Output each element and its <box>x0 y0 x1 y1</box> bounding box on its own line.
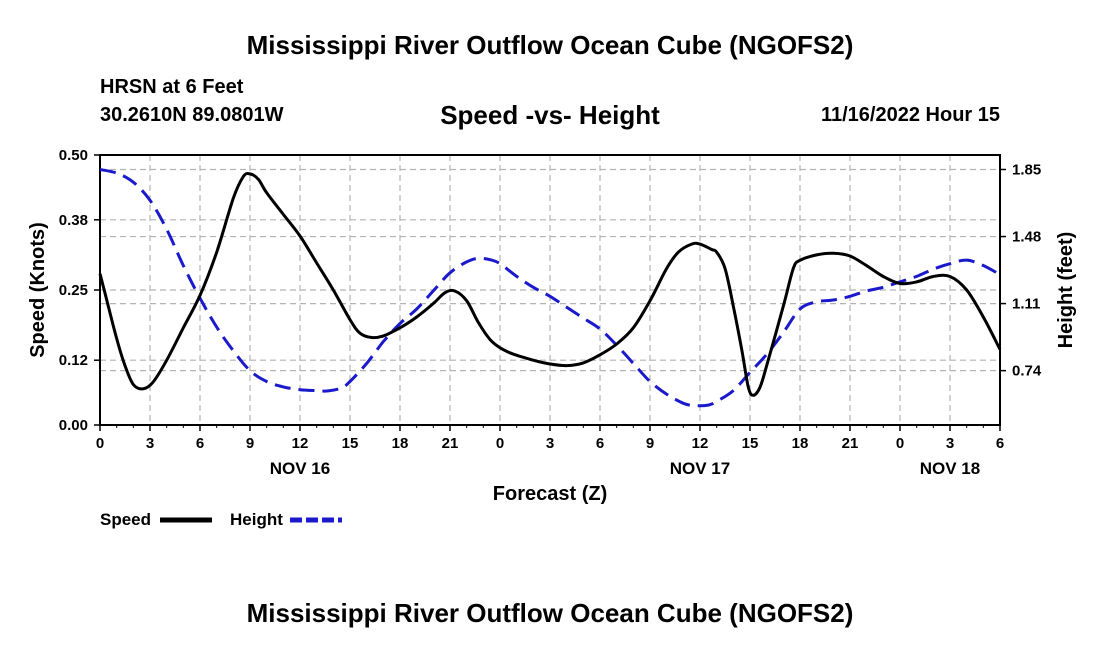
y-axis-label: Speed (Knots) <box>27 222 49 358</box>
speed-series-line <box>98 171 1002 397</box>
chart-axes: 0 3 6 9 12 15 18 21 0 3 6 9 12 15 18 21 0 3 6 NOV 16 NOV 17 N… <box>59 147 1042 478</box>
legend-height-label: Height <box>230 510 283 529</box>
x-tick-label: 3 <box>146 435 154 452</box>
y2-tick-label: 1.48 <box>1012 229 1041 246</box>
x-tick-label: 21 <box>842 435 859 452</box>
y2-tick-label: 1.11 <box>1012 296 1040 313</box>
y2-axis-label: Height (feet) <box>1055 232 1077 349</box>
x-tick-label: 6 <box>196 435 204 452</box>
day-label: NOV 17 <box>670 459 730 478</box>
x-tick-label: 0 <box>496 435 504 452</box>
x-tick-label: 0 <box>96 435 104 452</box>
x-tick-label: 9 <box>246 435 254 452</box>
y2-tick-label: 0.74 <box>1012 363 1042 380</box>
x-tick-label: 12 <box>292 435 309 452</box>
day-label: NOV 16 <box>270 459 330 478</box>
x-tick-label: 15 <box>742 435 759 452</box>
y2-tick-label: 1.85 <box>1012 161 1041 178</box>
y-tick-label: 0.12 <box>59 352 88 369</box>
x-axis-label: Forecast (Z) <box>493 483 607 505</box>
x-tick-label: 18 <box>792 435 809 452</box>
day-label: NOV 18 <box>920 459 980 478</box>
forecast-date: 11/16/2022 Hour 15 <box>820 104 1000 126</box>
chart-legend: Speed Height <box>100 510 342 529</box>
x-tick-label: 6 <box>996 435 1004 452</box>
legend-speed-label: Speed <box>100 510 151 529</box>
y-tick-label: 0.38 <box>59 212 88 229</box>
chart-main-title: Mississippi River Outflow Ocean Cube (NG… <box>246 30 854 60</box>
y-tick-label: 0.00 <box>59 417 88 434</box>
x-tick-label: 3 <box>946 435 954 452</box>
station-coordinates: 30.2610N 89.0801W <box>100 104 284 126</box>
station-label: HRSN at 6 Feet <box>100 76 244 98</box>
x-tick-label: 0 <box>896 435 904 452</box>
chart-subtitle: Speed -vs- Height <box>440 100 660 130</box>
x-tick-label: 18 <box>392 435 409 452</box>
x-tick-label: 21 <box>442 435 459 452</box>
x-tick-label: 12 <box>692 435 709 452</box>
y-tick-label: 0.25 <box>59 282 88 299</box>
x-tick-label: 3 <box>546 435 554 452</box>
height-series-line <box>99 168 1001 408</box>
x-tick-label: 6 <box>596 435 604 452</box>
x-tick-label: 15 <box>342 435 359 452</box>
y-tick-label: 0.50 <box>59 147 88 164</box>
chart-footer-title: Mississippi River Outflow Ocean Cube (NG… <box>246 598 854 628</box>
x-tick-label: 9 <box>646 435 654 452</box>
